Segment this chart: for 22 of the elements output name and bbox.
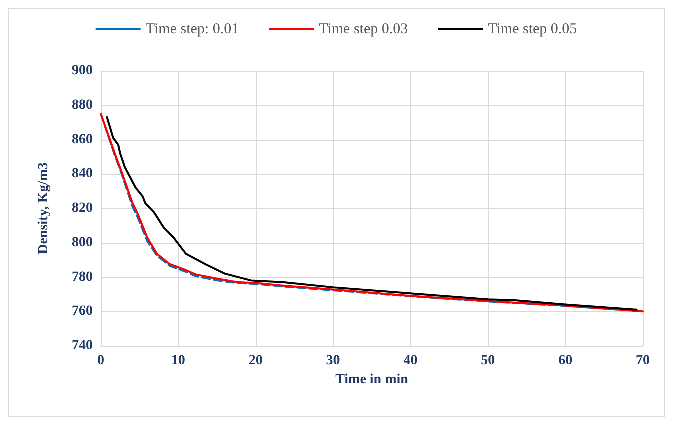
- y-tick-label: 860: [72, 132, 93, 148]
- y-tick-label: 820: [72, 201, 93, 216]
- x-tick-label: 0: [98, 354, 104, 368]
- y-axis-title: Density, Kg/m3: [36, 162, 52, 254]
- y-tick-label: 900: [72, 64, 93, 78]
- x-axis-title: Time in min: [336, 372, 409, 388]
- y-tick-label: 740: [72, 338, 93, 354]
- y-tick-label: 760: [72, 304, 93, 320]
- y-tick-label: 840: [72, 166, 93, 182]
- x-tick-label: 60: [558, 354, 573, 368]
- x-tick-label: 40: [404, 354, 418, 368]
- y-tick-label: 880: [72, 98, 93, 113]
- legend-label: Time step: 0.01: [146, 22, 240, 38]
- x-tick-label: 70: [636, 354, 650, 368]
- legend-label: Time step 0.03: [319, 22, 408, 38]
- x-tick-label: 30: [326, 354, 340, 368]
- y-tick-label: 800: [72, 235, 93, 250]
- x-tick-label: 20: [248, 354, 263, 368]
- x-tick-label: 50: [481, 354, 496, 368]
- x-tick-label: 10: [171, 354, 186, 368]
- legend-label: Time step 0.05: [488, 22, 578, 38]
- y-tick-label: 780: [72, 270, 93, 285]
